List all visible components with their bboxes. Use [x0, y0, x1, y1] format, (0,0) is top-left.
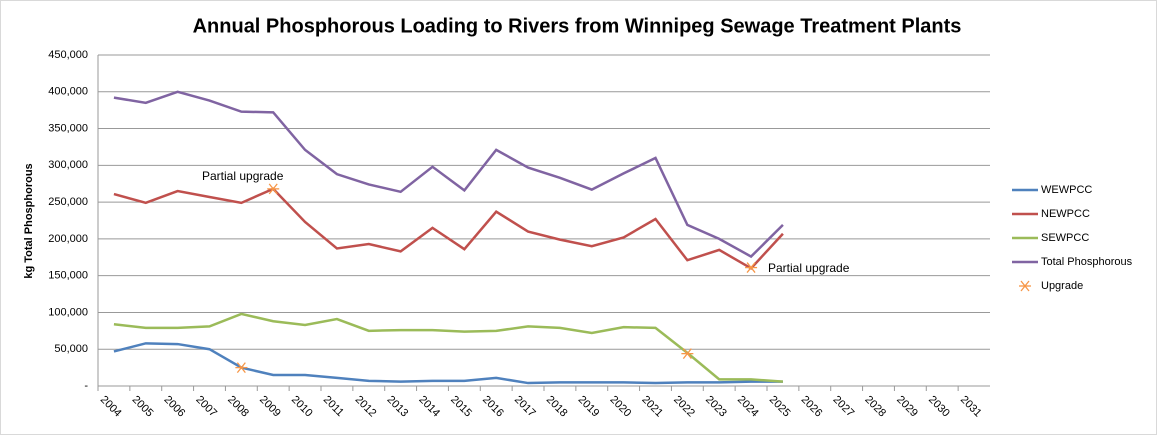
- marker-stroke: [268, 183, 278, 195]
- series-line: [113, 312, 784, 383]
- annotation: Partial upgrade: [202, 169, 284, 183]
- upgrade-marker: [267, 183, 280, 195]
- legend-label: WEWPCC: [1041, 184, 1092, 196]
- y-tick-label: 300,000: [48, 159, 88, 171]
- y-tick-label: 400,000: [48, 86, 88, 98]
- y-tick-label: -: [84, 380, 88, 392]
- legend-label: Total Phosphorous: [1041, 256, 1133, 268]
- upgrade-marker: [681, 348, 694, 360]
- y-tick-label: 150,000: [48, 270, 88, 282]
- legend-label: Upgrade: [1041, 280, 1083, 292]
- y-tick-label: 50,000: [54, 343, 88, 355]
- upgrade-marker: [745, 262, 758, 273]
- annotation: Partial upgrade: [768, 261, 850, 275]
- y-tick-label: 250,000: [48, 196, 88, 208]
- y-tick-label: 200,000: [48, 233, 88, 245]
- series-line: [113, 342, 783, 385]
- marker-stroke: [1020, 280, 1030, 292]
- legend-label: SEWPCC: [1041, 232, 1089, 244]
- upgrade-marker: [235, 362, 248, 374]
- marker-stroke: [746, 262, 756, 273]
- series-line: [113, 90, 784, 259]
- y-axis-title: kg Total Phosphorous: [23, 163, 35, 278]
- legend-label: NEWPCC: [1041, 208, 1090, 220]
- series-line: [113, 187, 784, 270]
- y-tick-label: 100,000: [48, 306, 88, 318]
- upgrade-marker: [1019, 280, 1031, 292]
- y-tick-label: 350,000: [48, 122, 88, 134]
- chart-title: Annual Phosphorous Loading to Rivers fro…: [193, 15, 962, 37]
- marker-stroke: [236, 362, 246, 374]
- marker-stroke: [682, 348, 692, 360]
- y-tick-label: 450,000: [48, 49, 88, 61]
